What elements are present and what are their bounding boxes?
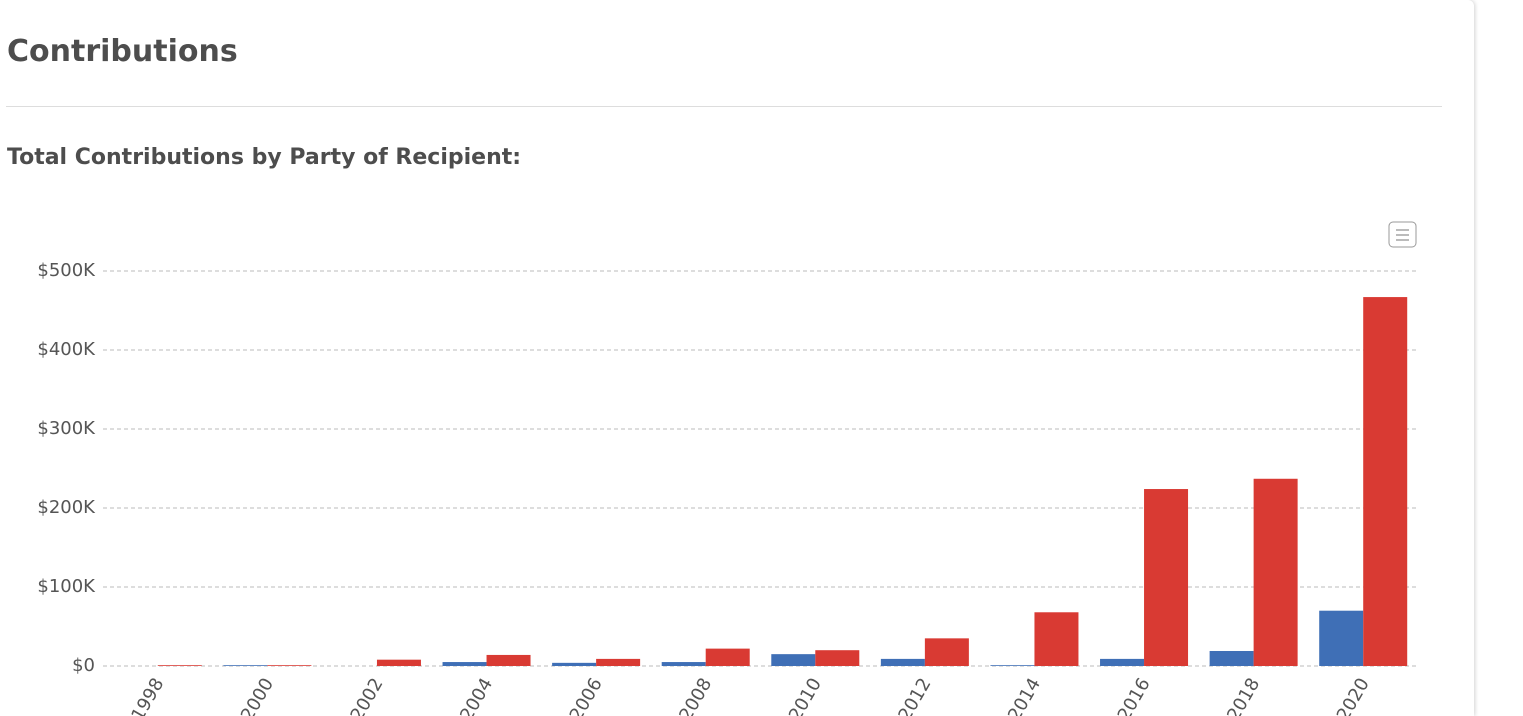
bar [267,665,312,666]
bar [924,638,969,666]
x-tick-label: 2008 [675,675,716,716]
x-tick-label: 2004 [456,675,497,716]
bar [157,665,202,666]
bar [223,665,268,666]
bar [880,658,925,666]
y-tick-label: $300K [37,418,96,439]
x-tick-label: 2002 [347,675,388,716]
bar [1319,610,1364,666]
y-tick-label: $0 [72,655,95,676]
bar [1100,658,1145,666]
x-tick-label: 2016 [1114,675,1155,716]
bar [815,650,860,666]
x-tick-label: 2000 [237,675,278,716]
y-tick-label: $200K [37,497,96,518]
x-tick-label: 2006 [566,675,607,716]
bar [376,659,421,666]
x-tick-label: 2012 [894,675,935,716]
bar [1363,297,1408,666]
bar [990,665,1035,666]
bar [1209,650,1254,666]
bar [771,654,816,666]
divider [6,106,1442,107]
y-tick-label: $500K [37,260,96,281]
chart-subtitle: Total Contributions by Party of Recipien… [7,145,522,170]
bar [661,662,706,666]
x-tick-label: 1998 [127,675,168,716]
card: Contributions Total Contributions by Par… [6,34,1442,170]
bar [486,654,531,666]
bar [552,662,597,666]
bar [1253,478,1298,666]
y-tick-label: $400K [37,339,96,360]
y-tick-label: $100K [37,576,96,597]
bar [442,662,487,666]
x-tick-label: 2014 [1004,675,1045,716]
bar [1034,612,1079,666]
x-tick-label: 2020 [1333,675,1374,716]
x-tick-label: 2018 [1223,675,1264,716]
chart: $0 $100K $200K $300K $400K $500K 1998 2000 2002 2… [37,221,1418,716]
x-tick-label: 2010 [785,675,826,716]
page-title: Contributions [7,34,238,69]
menu-button[interactable] [1388,221,1417,248]
bar [596,658,641,666]
bar [1144,489,1189,666]
bar [705,648,750,666]
